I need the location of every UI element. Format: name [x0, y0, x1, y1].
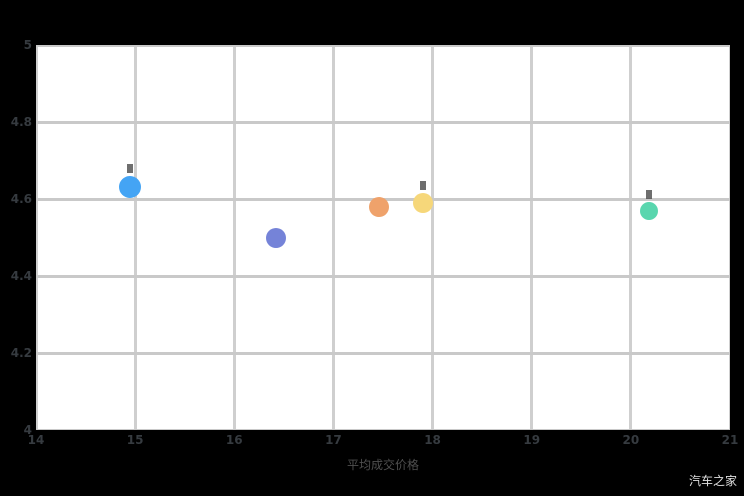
- bubble-purple[interactable]: [265, 227, 286, 248]
- bubble-teal[interactable]: [639, 201, 658, 220]
- gridline-horizontal: [36, 120, 730, 124]
- point-label-smudge: [645, 189, 652, 199]
- gridline-vertical: [133, 45, 137, 430]
- gridline-vertical: [728, 45, 730, 430]
- point-label-smudge: [127, 164, 134, 174]
- x-axis-title: 平均成交价格: [346, 458, 419, 472]
- x-tick-label: 21: [721, 433, 739, 447]
- bubble-blue[interactable]: [119, 176, 142, 199]
- gridline-horizontal: [36, 351, 730, 355]
- gridline-vertical: [629, 45, 633, 430]
- gridline-horizontal: [36, 274, 730, 278]
- point-label-smudge: [419, 180, 426, 190]
- gridline-horizontal: [36, 428, 730, 430]
- x-tick-label: 17: [325, 433, 342, 447]
- gridline-vertical: [530, 45, 534, 430]
- x-tick-label: 19: [523, 433, 541, 447]
- gridline-horizontal: [36, 45, 730, 47]
- gridline-vertical: [36, 45, 38, 430]
- y-tick-label: 4.4: [10, 269, 32, 283]
- y-tick-label: 5: [23, 38, 32, 52]
- gridline-vertical: [232, 45, 236, 430]
- bubble-yellow[interactable]: [412, 192, 433, 213]
- x-tick-label: 15: [126, 433, 144, 447]
- y-tick-label: 4.8: [10, 115, 32, 129]
- y-tick-label: 4: [23, 423, 32, 437]
- y-tick-label: 4.6: [10, 192, 32, 206]
- bubble-orange[interactable]: [369, 196, 390, 217]
- watermark-autohome: 汽车之家: [688, 474, 737, 488]
- y-tick-label: 4.2: [10, 346, 32, 360]
- gridline-vertical: [431, 45, 435, 430]
- x-tick-label: 14: [27, 433, 45, 447]
- x-tick-label: 20: [622, 433, 640, 447]
- gridline-vertical: [331, 45, 335, 430]
- x-tick-label: 16: [225, 433, 243, 447]
- x-tick-label: 18: [424, 433, 441, 447]
- plot-area: [36, 45, 730, 430]
